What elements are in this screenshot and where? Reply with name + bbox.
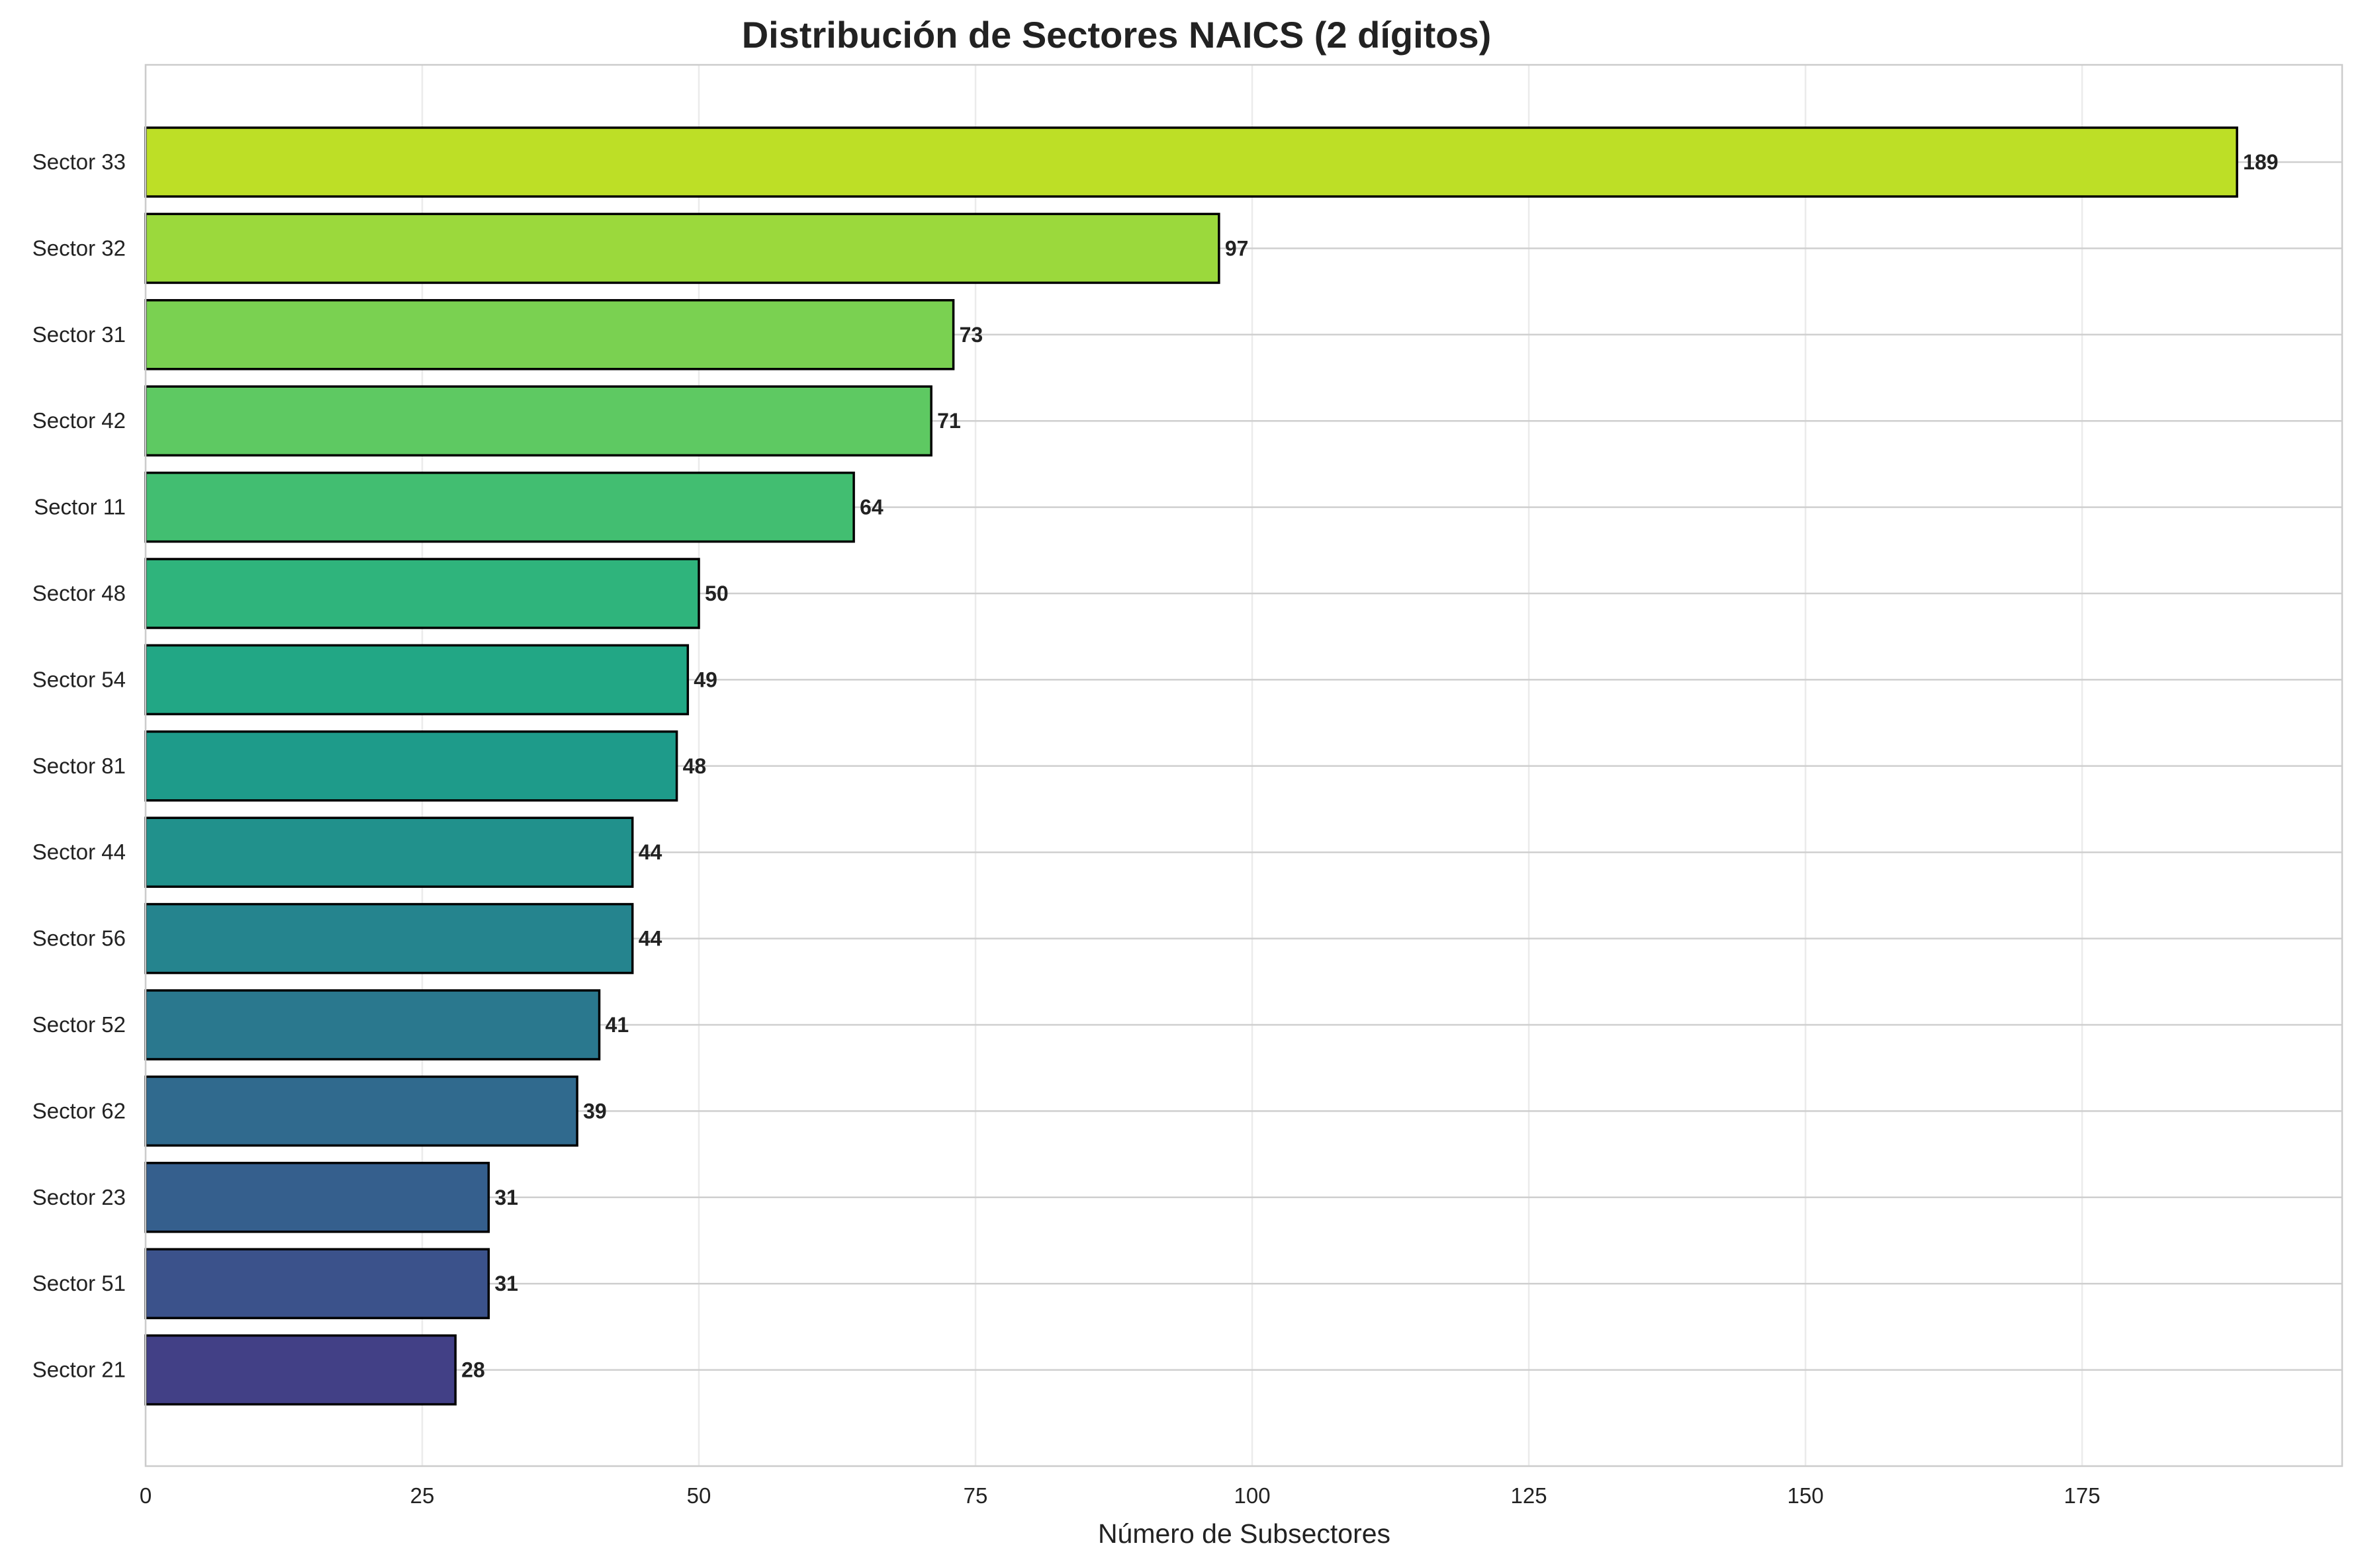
bar-value-label: 189	[2243, 150, 2278, 174]
bar-value-label: 39	[583, 1099, 607, 1123]
y-tick-label: Sector 42	[32, 408, 126, 433]
x-tick-label: 50	[687, 1483, 711, 1508]
plot-area-frame	[144, 64, 2343, 1467]
x-tick-label: 75	[964, 1483, 988, 1508]
bar	[144, 644, 690, 716]
x-axis-label: Número de Subsectores	[1098, 1518, 1390, 1549]
y-tick-label: Sector 51	[32, 1271, 126, 1295]
y-tick-label: Sector 23	[32, 1185, 126, 1209]
y-axis-tick-labels: Sector 33 Sector 32 Sector 31 Sector 42 Sect…	[32, 150, 126, 1382]
x-tick-label: 0	[140, 1483, 152, 1508]
bar	[144, 989, 601, 1061]
bars	[144, 126, 2238, 1406]
y-tick-label: Sector 56	[32, 926, 126, 951]
y-tick-label: Sector 31	[32, 322, 126, 347]
y-tick-label: Sector 54	[32, 667, 126, 691]
bar-value-label: 28	[461, 1358, 485, 1382]
bar	[144, 385, 932, 457]
bar-value-label: 44	[639, 840, 662, 864]
bar	[144, 212, 1220, 284]
bar	[144, 126, 2238, 198]
bar-value-label: 71	[937, 409, 961, 433]
y-tick-label: Sector 21	[32, 1358, 126, 1382]
bar	[144, 730, 678, 802]
bar	[144, 816, 634, 888]
bar-value-label: 49	[694, 668, 717, 691]
bar	[144, 471, 855, 543]
bar-value-label: 50	[705, 582, 729, 605]
bar-value-label: 97	[1225, 236, 1249, 260]
x-axis-tick-labels: 0 25 50 75 100 125 150 175	[140, 1483, 2101, 1508]
x-tick-label: 150	[1788, 1483, 1824, 1508]
bar	[144, 299, 955, 370]
y-tick-label: Sector 33	[32, 150, 126, 174]
x-tick-label: 25	[410, 1483, 435, 1508]
bar-value-label: 31	[494, 1186, 518, 1209]
x-tick-label: 175	[2064, 1483, 2101, 1508]
x-tick-label: 125	[1511, 1483, 1547, 1508]
bar	[144, 1248, 490, 1319]
y-tick-label: Sector 52	[32, 1012, 126, 1037]
bar-value-label: 41	[606, 1013, 629, 1037]
chart-title: Distribución de Sectores NAICS (2 dígito…	[742, 14, 1492, 56]
bar	[144, 558, 700, 629]
bar-value-label: 64	[860, 496, 884, 519]
value-labels: 189 97 73 71 64 50 49 48 44 44 41 39 31 31 28	[461, 150, 2278, 1382]
y-tick-label: Sector 11	[34, 495, 126, 519]
bar-value-label: 44	[639, 927, 662, 951]
bar-value-label: 48	[683, 754, 707, 778]
bar	[144, 902, 634, 975]
bar-value-label: 31	[494, 1272, 518, 1295]
y-tick-label: Sector 44	[32, 840, 126, 864]
x-tick-label: 100	[1234, 1483, 1271, 1508]
y-tick-label: Sector 32	[32, 236, 126, 260]
y-tick-label: Sector 48	[32, 581, 126, 605]
bar	[144, 1162, 490, 1233]
bar	[144, 1334, 457, 1406]
y-tick-label: Sector 81	[32, 754, 126, 778]
y-tick-label: Sector 62	[32, 1098, 126, 1123]
bar	[144, 1075, 578, 1147]
bar-value-label: 73	[960, 323, 983, 347]
